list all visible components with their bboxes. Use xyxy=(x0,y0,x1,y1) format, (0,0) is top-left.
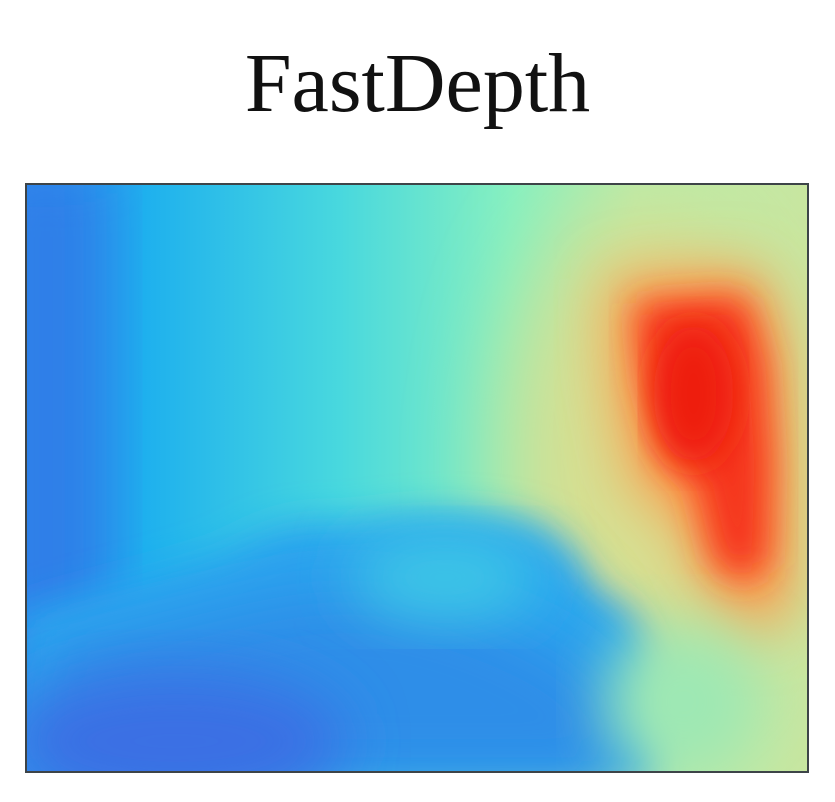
figure-title: FastDepth xyxy=(244,37,591,130)
nearest-region xyxy=(27,671,346,771)
depth-map-image xyxy=(25,183,809,773)
mid-cyan-region xyxy=(350,532,540,623)
lower-right-region xyxy=(604,622,764,771)
red-core-region xyxy=(653,324,734,464)
depth-map-heatmap xyxy=(27,185,807,771)
